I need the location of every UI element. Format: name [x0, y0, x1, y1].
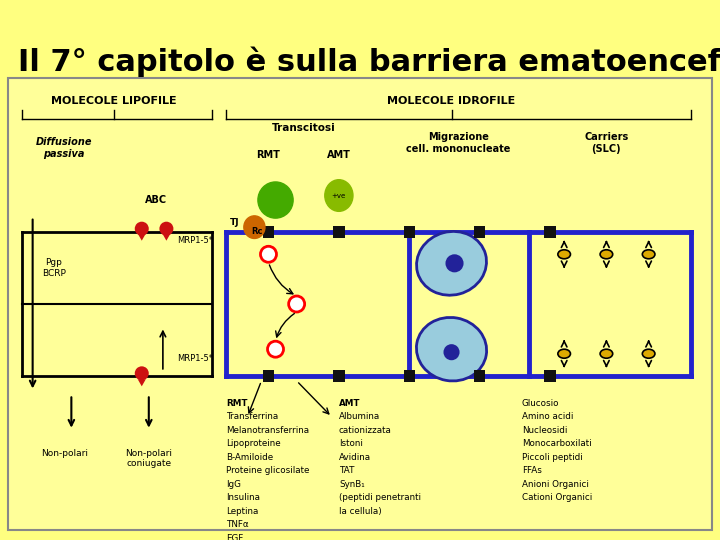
Bar: [263, 226, 274, 238]
Text: RMT: RMT: [256, 150, 280, 160]
Ellipse shape: [600, 349, 613, 358]
Text: AMT: AMT: [339, 399, 361, 408]
Circle shape: [446, 255, 462, 271]
Text: Non-polari
coniugate: Non-polari coniugate: [125, 449, 172, 468]
Circle shape: [135, 366, 149, 380]
Text: Migrazione
cell. mononucleate: Migrazione cell. mononucleate: [406, 132, 510, 154]
Text: Istoni: Istoni: [339, 440, 363, 448]
Circle shape: [261, 246, 276, 262]
Bar: [544, 370, 556, 382]
Text: TAT: TAT: [339, 467, 354, 475]
Text: Transferrina: Transferrina: [226, 413, 279, 421]
Bar: [474, 370, 485, 382]
Text: Melanotransferrina: Melanotransferrina: [226, 426, 310, 435]
Ellipse shape: [642, 250, 655, 259]
Text: Il 7° capitolo è sulla barriera ematoencefalica: Il 7° capitolo è sulla barriera ematoenc…: [18, 47, 720, 77]
Text: Transcitosi: Transcitosi: [272, 123, 336, 133]
Text: RMT: RMT: [226, 399, 248, 408]
Bar: [8, 78, 712, 530]
Circle shape: [289, 296, 305, 312]
Text: Nucleosidi: Nucleosidi: [522, 426, 567, 435]
Text: Piccoli peptidi: Piccoli peptidi: [522, 453, 582, 462]
Ellipse shape: [558, 349, 570, 358]
Circle shape: [135, 222, 149, 235]
Text: Non-polari: Non-polari: [41, 449, 88, 457]
Text: TJ: TJ: [230, 218, 239, 227]
Ellipse shape: [558, 250, 570, 259]
Text: (peptidi penetranti: (peptidi penetranti: [339, 494, 421, 502]
Text: TNFα: TNFα: [226, 521, 249, 529]
Circle shape: [159, 222, 174, 235]
Text: Monocarboxilati: Monocarboxilati: [522, 440, 592, 448]
Polygon shape: [138, 379, 145, 386]
Text: cationizzata: cationizzata: [339, 426, 392, 435]
Text: Avidina: Avidina: [339, 453, 371, 462]
Text: Pgp
BCRP: Pgp BCRP: [42, 258, 66, 278]
Text: Leptina: Leptina: [226, 507, 258, 516]
Bar: [544, 226, 556, 238]
Bar: [263, 370, 274, 382]
Text: ABC: ABC: [145, 195, 167, 205]
Text: Glucosio: Glucosio: [522, 399, 559, 408]
Text: SynB₁: SynB₁: [339, 480, 364, 489]
Ellipse shape: [244, 216, 265, 239]
Text: Cationi Organici: Cationi Organici: [522, 494, 592, 502]
Ellipse shape: [258, 182, 293, 218]
Text: Lipoproteine: Lipoproteine: [226, 440, 281, 448]
Text: EGF: EGF: [226, 534, 243, 540]
Ellipse shape: [642, 349, 655, 358]
Text: MRP1-5*: MRP1-5*: [177, 236, 213, 245]
Bar: [404, 370, 415, 382]
Text: Insulina: Insulina: [226, 494, 260, 502]
Text: la cellula): la cellula): [339, 507, 382, 516]
Text: Rc: Rc: [251, 227, 262, 236]
Text: Albumina: Albumina: [339, 413, 380, 421]
Bar: [404, 226, 415, 238]
Bar: [333, 370, 344, 382]
Polygon shape: [163, 234, 171, 241]
Text: B-Amiloide: B-Amiloide: [226, 453, 274, 462]
Text: Carriers
(SLC): Carriers (SLC): [584, 132, 629, 154]
Text: Proteine glicosilate: Proteine glicosilate: [226, 467, 310, 475]
Text: Anioni Organici: Anioni Organici: [522, 480, 589, 489]
Ellipse shape: [416, 318, 487, 381]
Bar: [474, 226, 485, 238]
Polygon shape: [138, 234, 145, 241]
Ellipse shape: [325, 180, 353, 211]
Text: IgG: IgG: [226, 480, 241, 489]
Ellipse shape: [417, 232, 487, 295]
Text: MOLECOLE IDROFILE: MOLECOLE IDROFILE: [387, 96, 516, 106]
Text: FFAs: FFAs: [522, 467, 541, 475]
Text: Diffusione
passiva: Diffusione passiva: [36, 137, 93, 159]
Text: MOLECOLE LIPOFILE: MOLECOLE LIPOFILE: [51, 96, 176, 106]
Text: MRP1-5*: MRP1-5*: [177, 354, 213, 363]
Circle shape: [444, 345, 459, 359]
Ellipse shape: [600, 250, 613, 259]
Bar: [333, 226, 344, 238]
Text: AMT: AMT: [327, 150, 351, 160]
Text: Amino acidi: Amino acidi: [522, 413, 573, 421]
Text: +ve: +ve: [332, 193, 346, 199]
Circle shape: [268, 341, 284, 357]
